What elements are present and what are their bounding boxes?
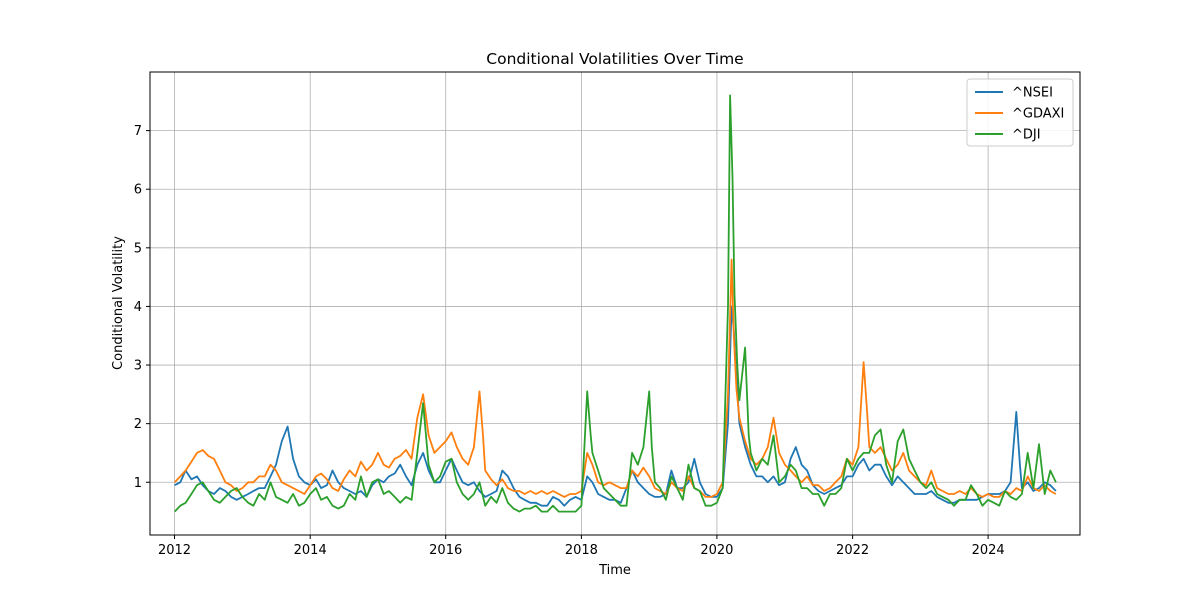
y-tick-label: 1 xyxy=(134,476,142,491)
x-tick-label: 2020 xyxy=(700,543,733,558)
legend: ^NSEI ^GDAXI ^DJI xyxy=(966,78,1074,147)
plot-frame xyxy=(149,71,1081,536)
x-axis-ticks: 2012 2014 2016 2018 2020 2022 2024 xyxy=(158,535,1005,558)
x-tick-label: 2016 xyxy=(429,543,462,558)
x-tick-label: 2022 xyxy=(836,543,869,558)
plot-series xyxy=(174,94,1057,513)
y-tick-label: 3 xyxy=(134,359,142,374)
series-line xyxy=(174,94,1057,513)
legend-label: ^GDAXI xyxy=(1012,107,1064,122)
x-tick-label: 2024 xyxy=(972,543,1005,558)
y-tick-label: 5 xyxy=(134,241,142,256)
y-tick-label: 7 xyxy=(134,124,142,139)
chart-title: Conditional Volatilities Over Time xyxy=(486,50,743,68)
legend-label: ^DJI xyxy=(1012,128,1041,143)
legend-label: ^NSEI xyxy=(1012,86,1053,101)
y-tick-label: 6 xyxy=(134,183,142,198)
x-tick-label: 2012 xyxy=(158,543,191,558)
y-tick-label: 4 xyxy=(134,300,142,315)
y-tick-label: 2 xyxy=(134,417,142,432)
y-axis-label: Conditional Volatility xyxy=(111,236,126,370)
legend-box xyxy=(966,78,1074,147)
series-line xyxy=(174,258,1057,498)
x-axis-label: Time xyxy=(598,563,631,578)
x-tick-label: 2014 xyxy=(294,543,327,558)
x-tick-label: 2018 xyxy=(565,543,598,558)
y-axis-ticks: 1 2 3 4 5 6 7 xyxy=(134,124,150,491)
series-line xyxy=(174,305,1057,507)
